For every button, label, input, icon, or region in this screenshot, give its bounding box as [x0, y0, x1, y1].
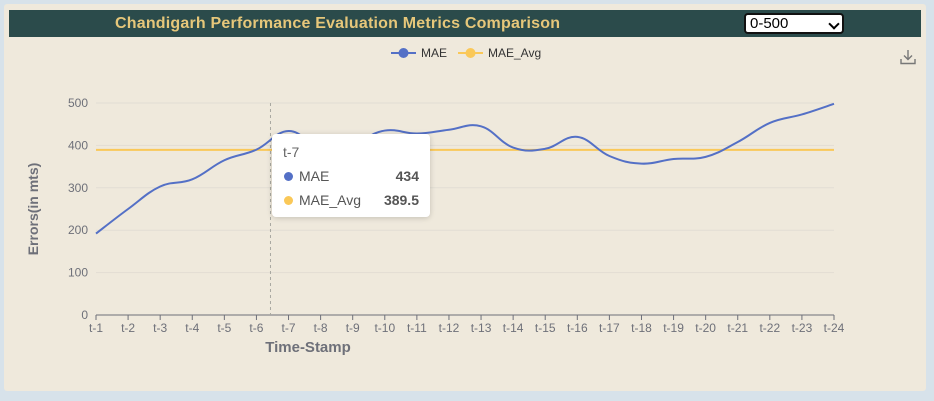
x-tick-label: t-2	[121, 321, 135, 335]
tooltip-series-name: MAE_Avg	[299, 192, 361, 208]
tooltip-category: t-7	[283, 144, 300, 160]
x-tick-label: t-24	[824, 321, 845, 335]
chart-tooltip: t-7 MAE 434 MAE_Avg 389.5	[272, 134, 430, 217]
x-tick-label: t-17	[599, 321, 620, 335]
chart-title: Chandigarh Performance Evaluation Metric…	[115, 15, 561, 32]
x-tick-label: t-18	[631, 321, 652, 335]
tooltip-series-name: MAE	[299, 168, 330, 184]
x-tick-label: t-14	[503, 321, 524, 335]
x-tick-label: t-7	[282, 321, 296, 335]
x-tick-label: t-20	[695, 321, 716, 335]
y-tick-label: 100	[68, 266, 88, 280]
tooltip-dot-mae-avg	[284, 196, 293, 205]
x-tick-label: t-12	[439, 321, 460, 335]
x-tick-label: t-8	[314, 321, 328, 335]
y-tick-label: 400	[68, 138, 88, 152]
x-tick-label: t-6	[249, 321, 263, 335]
y-tick-label: 500	[68, 96, 88, 110]
x-tick-label: t-3	[153, 321, 167, 335]
download-icon[interactable]	[899, 48, 917, 66]
x-tick-label: t-5	[217, 321, 231, 335]
legend-label-mae: MAE	[421, 46, 447, 60]
legend-marker-mae	[398, 48, 409, 58]
series-line-mae	[95, 102, 835, 235]
x-tick-label: t-16	[567, 321, 588, 335]
x-tick-label: t-21	[727, 321, 748, 335]
x-tick-label: t-11	[407, 321, 427, 335]
y-tick-label: 200	[68, 223, 88, 237]
tooltip-series-value: 434	[395, 168, 419, 184]
chart-header: Chandigarh Performance Evaluation Metric…	[9, 10, 921, 37]
x-axis-title: Time-Stamp	[265, 339, 351, 356]
y-tick-label: 0	[81, 308, 88, 322]
x-tick-label: t-9	[346, 321, 360, 335]
x-tick-label: t-1	[89, 321, 103, 335]
y-axis-title: Errors(in mts)	[25, 163, 41, 256]
legend-label-mae-avg: MAE_Avg	[488, 46, 541, 60]
tooltip-row-mae: MAE 434	[283, 168, 419, 186]
y-tick-label: 300	[68, 181, 88, 195]
tooltip-series-value: 389.5	[383, 192, 419, 208]
x-tick-label: t-10	[374, 321, 395, 335]
x-tick-label: t-15	[535, 321, 556, 335]
x-tick-label: t-4	[185, 321, 199, 335]
chart-panel: Chandigarh Performance Evaluation Metric…	[4, 4, 926, 391]
range-select-value: 0-500	[750, 15, 789, 32]
x-tick-label: t-22	[759, 321, 780, 335]
x-tick-label: t-13	[471, 321, 492, 335]
x-tick-label: t-19	[663, 321, 684, 335]
legend-marker-mae-avg	[465, 48, 476, 58]
tooltip-dot-mae	[284, 172, 293, 181]
x-tick-label: t-23	[792, 321, 813, 335]
range-select[interactable]: 0-500	[744, 13, 844, 34]
tooltip-row-mae-avg: MAE_Avg 389.5	[283, 192, 419, 210]
